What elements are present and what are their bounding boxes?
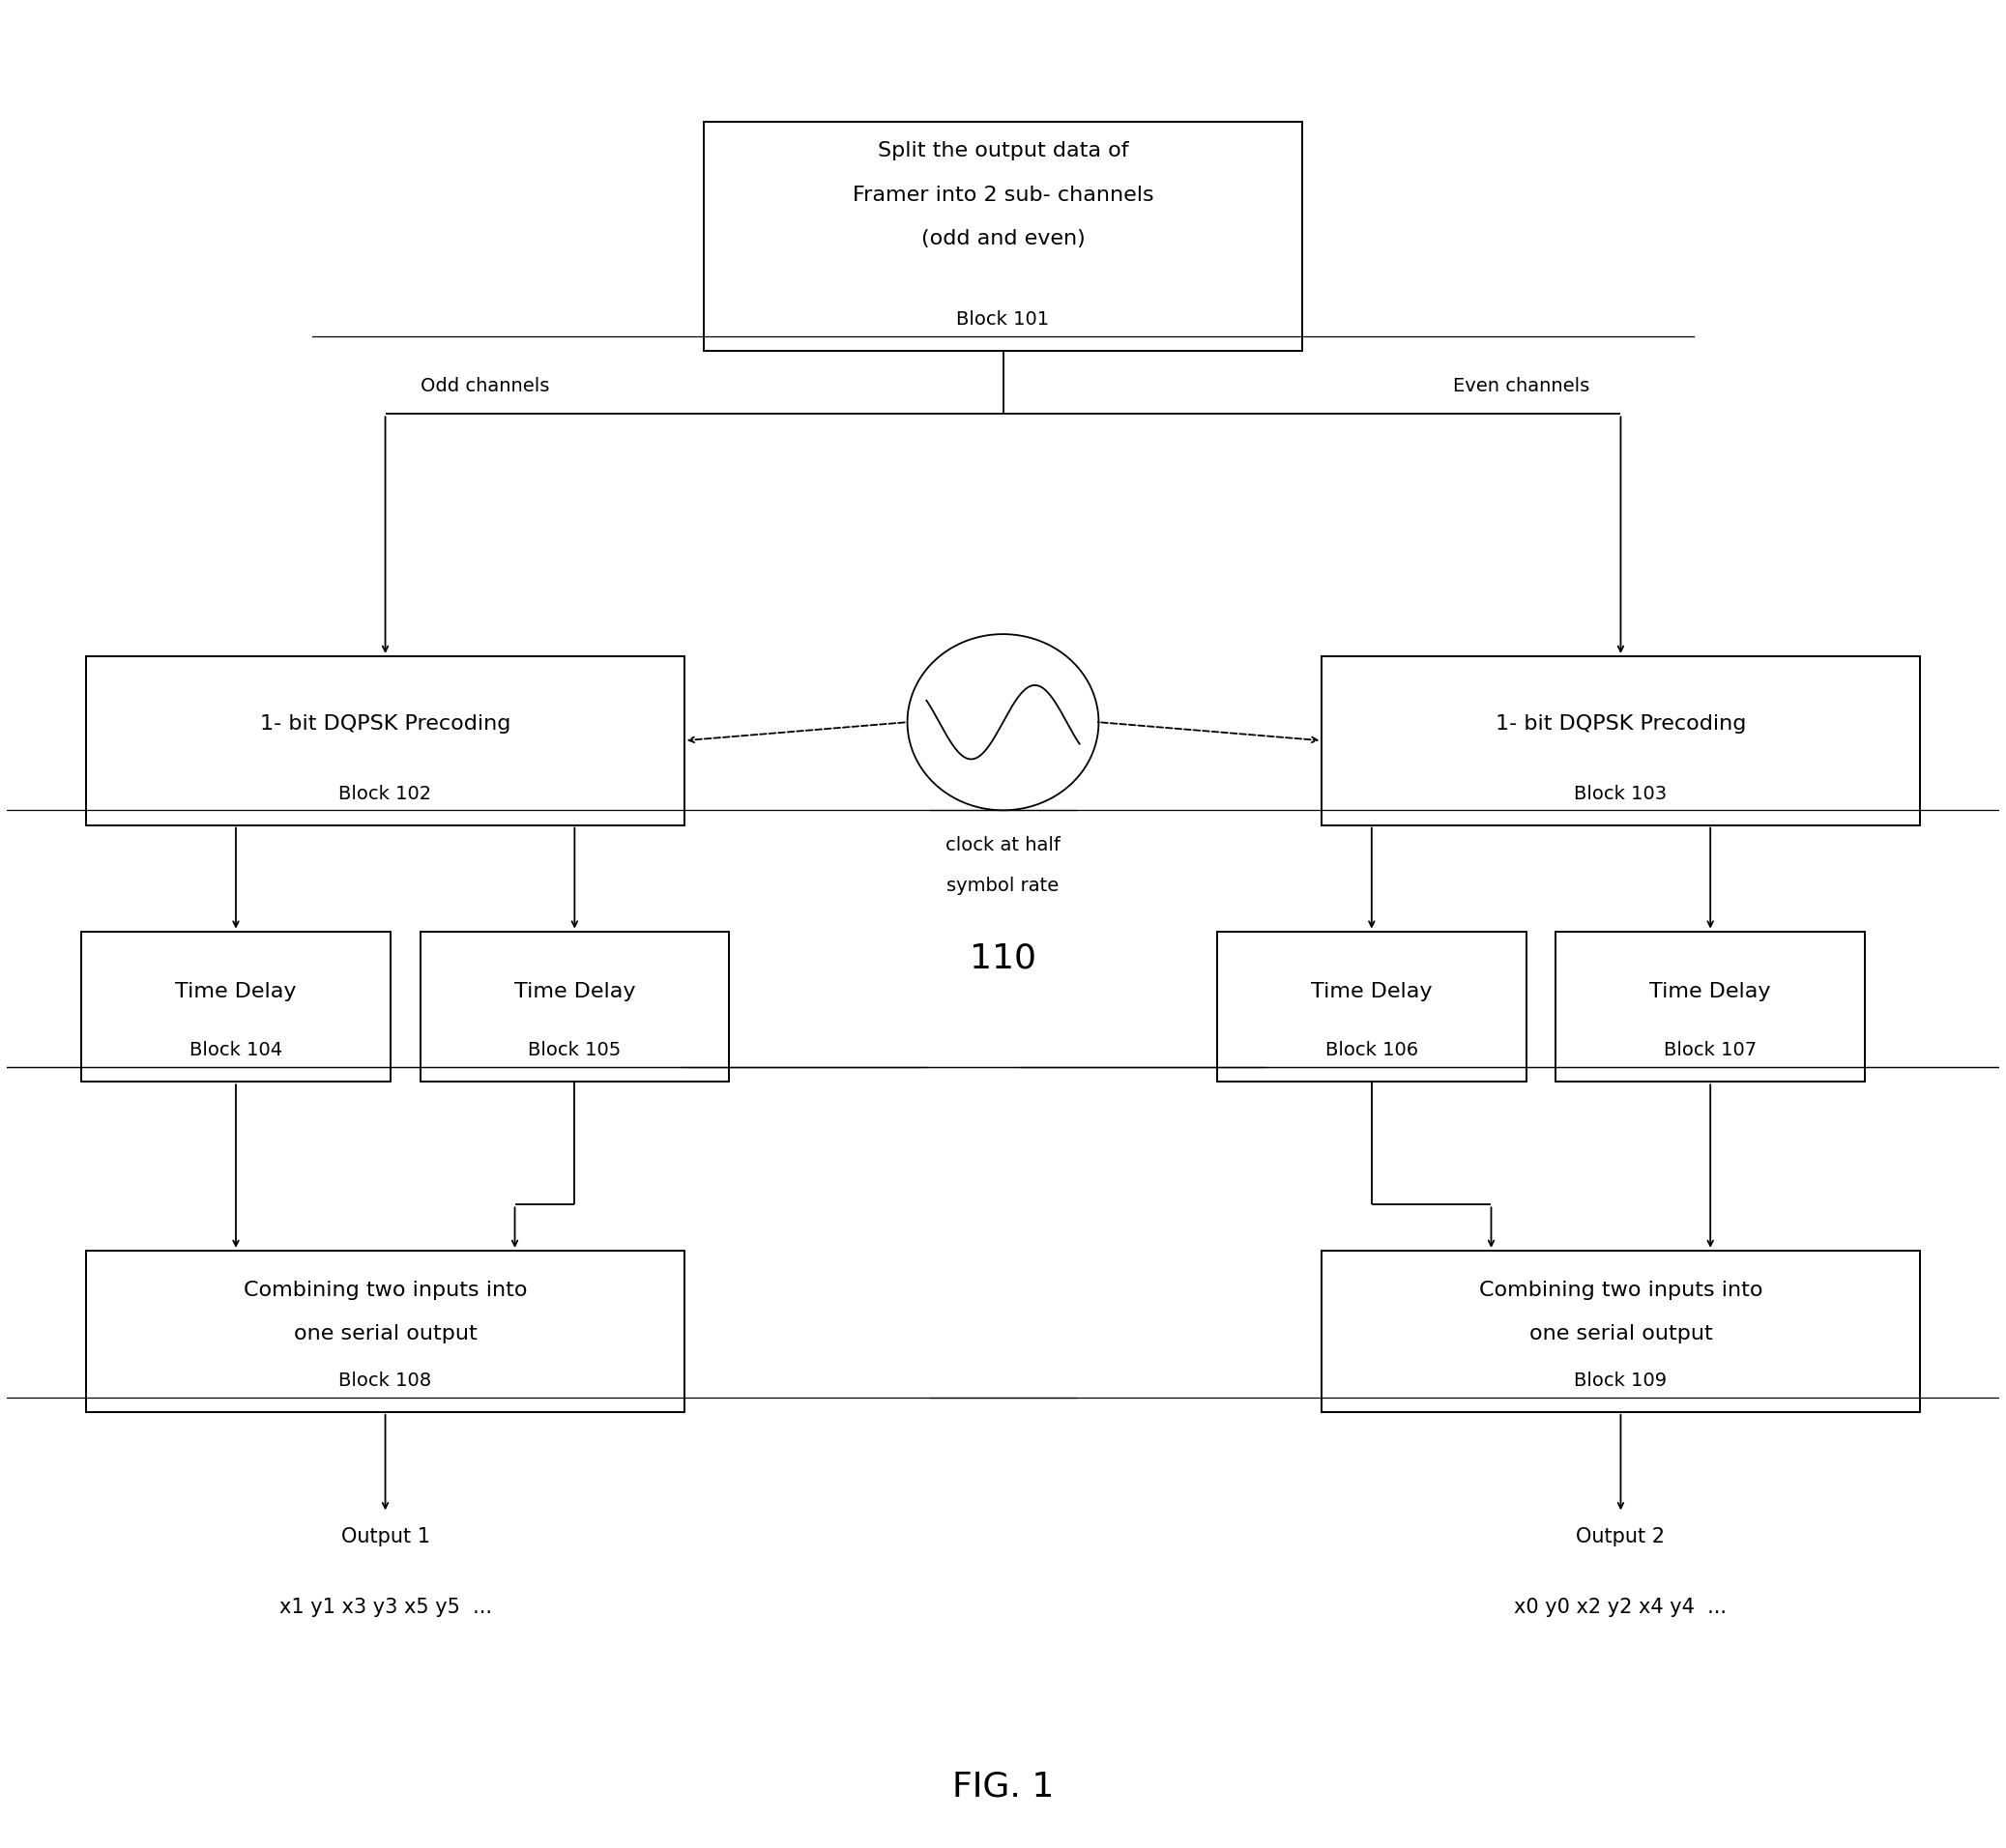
Text: one serial output: one serial output xyxy=(1529,1325,1713,1343)
FancyBboxPatch shape xyxy=(1322,1251,1920,1412)
Text: Block 103: Block 103 xyxy=(1575,785,1667,802)
Text: Block 108: Block 108 xyxy=(339,1371,431,1390)
Text: Combining two inputs into: Combining two inputs into xyxy=(243,1281,528,1299)
Text: Block 109: Block 109 xyxy=(1575,1371,1667,1390)
FancyBboxPatch shape xyxy=(1322,656,1920,824)
Text: Even channels: Even channels xyxy=(1452,377,1589,395)
Text: Block 107: Block 107 xyxy=(1663,1042,1757,1059)
Text: Time Delay: Time Delay xyxy=(175,981,297,1002)
FancyBboxPatch shape xyxy=(1218,931,1527,1081)
Text: one serial output: one serial output xyxy=(293,1325,477,1343)
Text: Combining two inputs into: Combining two inputs into xyxy=(1478,1281,1763,1299)
Text: (odd and even): (odd and even) xyxy=(921,229,1085,248)
FancyBboxPatch shape xyxy=(1557,931,1866,1081)
Text: Time Delay: Time Delay xyxy=(1649,981,1771,1002)
FancyBboxPatch shape xyxy=(86,656,684,824)
FancyBboxPatch shape xyxy=(82,931,391,1081)
Text: Time Delay: Time Delay xyxy=(514,981,636,1002)
Text: clock at half: clock at half xyxy=(945,835,1061,854)
Text: x1 y1 x3 y3 x5 y5  ...: x1 y1 x3 y3 x5 y5 ... xyxy=(279,1597,491,1617)
Text: Output 2: Output 2 xyxy=(1577,1528,1665,1547)
Text: symbol rate: symbol rate xyxy=(947,876,1059,894)
Text: Split the output data of: Split the output data of xyxy=(877,140,1129,161)
Text: 1- bit DQPSK Precoding: 1- bit DQPSK Precoding xyxy=(1494,713,1745,734)
Text: Block 102: Block 102 xyxy=(339,785,431,802)
Text: Block 101: Block 101 xyxy=(957,310,1049,329)
FancyBboxPatch shape xyxy=(86,1251,684,1412)
Text: Framer into 2 sub- channels: Framer into 2 sub- channels xyxy=(853,185,1153,205)
Text: FIG. 1: FIG. 1 xyxy=(953,1770,1053,1802)
Text: x0 y0 x2 y2 x4 y4  ...: x0 y0 x2 y2 x4 y4 ... xyxy=(1515,1597,1727,1617)
Text: Block 106: Block 106 xyxy=(1326,1042,1418,1059)
Text: Output 1: Output 1 xyxy=(341,1528,429,1547)
FancyBboxPatch shape xyxy=(419,931,728,1081)
Text: Time Delay: Time Delay xyxy=(1312,981,1432,1002)
Text: Block 105: Block 105 xyxy=(528,1042,622,1059)
Text: Block 104: Block 104 xyxy=(189,1042,283,1059)
Text: Odd channels: Odd channels xyxy=(421,377,550,395)
Text: 110: 110 xyxy=(969,942,1037,976)
FancyBboxPatch shape xyxy=(704,122,1302,351)
Text: 1- bit DQPSK Precoding: 1- bit DQPSK Precoding xyxy=(261,713,512,734)
